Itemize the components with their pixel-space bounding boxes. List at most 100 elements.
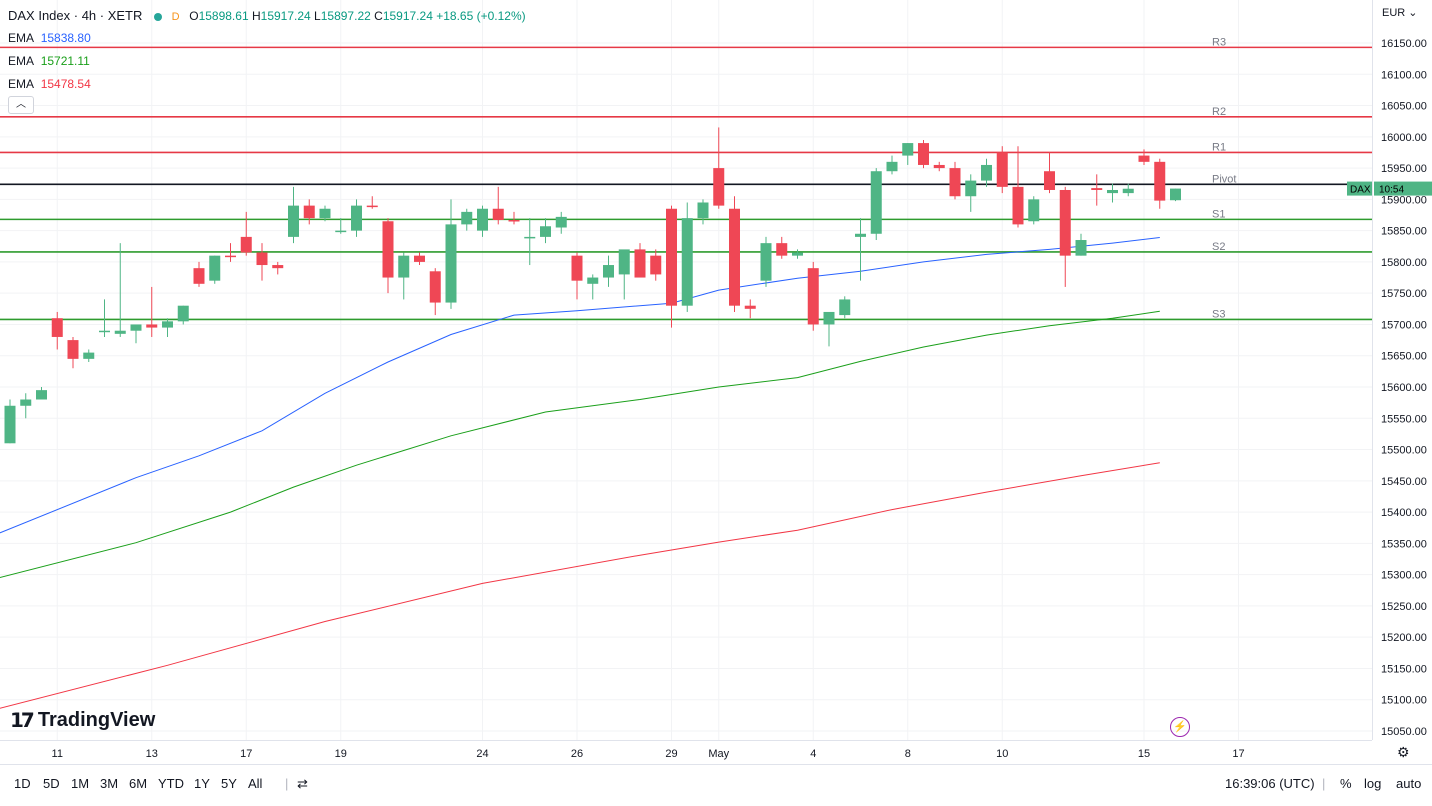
timeframe-ytd[interactable]: YTD [158,776,184,791]
candle-body [492,208,504,221]
tv-logo-icon: 𝟭𝟳 [10,710,35,732]
candle-body [67,340,79,359]
level-label-r1: R1 [1212,141,1226,153]
price-tick-label: 15450.00 [1381,476,1427,488]
price-tick-label: 15300.00 [1381,570,1427,582]
price-tick-label: 15500.00 [1381,445,1427,457]
toolbar-divider-right: | [1322,776,1326,791]
symbol-title[interactable]: DAX Index · 4h · XETR [8,8,143,23]
timeframe-1m[interactable]: 1M [71,776,90,791]
candle-body [1044,171,1055,190]
lightning-icon[interactable]: ⚡ [1170,717,1190,737]
candle-body [225,255,236,258]
candle-body [351,205,362,231]
tradingview-logo[interactable]: 𝟭𝟳 TradingView [10,708,155,733]
level-label-s3: S3 [1212,308,1225,320]
indicator-ema-3[interactable]: EMA 15478.54 [8,77,91,91]
chart-legend: DAX Index · 4h · XETR D O15898.61 H15917… [8,8,526,23]
price-tick-label: 15750.00 [1381,288,1427,300]
timeframe-5d[interactable]: 5D [43,776,60,791]
price-tick-label: 15150.00 [1381,663,1427,675]
candle-body [36,390,47,400]
chart-plot-area[interactable]: R3 R2 R1 Pivot S1 S2 S3 DAX [0,0,1372,740]
close-value: 15917.24 [382,9,433,23]
time-tick-label: 24 [476,748,488,760]
time-tick-label: 4 [810,748,816,760]
price-tick-label: 15050.00 [1381,726,1427,738]
candlestick-chart[interactable]: R3 R2 R1 Pivot S1 S2 S3 DAX [0,0,1372,740]
candle-body [524,236,536,239]
candle-body [587,277,599,284]
candle-body [823,311,835,325]
timeframe-all[interactable]: All [248,776,263,791]
open-value: 15898.61 [198,9,249,23]
high-value: 15917.24 [260,9,311,23]
collapse-legend-button[interactable]: ︿ [8,96,34,114]
candle-body [335,230,347,233]
time-axis[interactable]: 11 13 17 19 24 26 29 May 4 8 10 15 17 [0,740,1372,765]
candle-body [1107,189,1118,194]
candle-body [555,216,567,228]
chevron-up-icon: ︿ [16,99,26,110]
low-value: 15897.22 [320,9,371,23]
percent-toggle[interactable]: % [1340,776,1352,791]
time-tick-label: 8 [905,748,911,760]
candle-body [288,205,299,237]
price-tick-label: 15950.00 [1381,163,1427,175]
candle-body [20,399,32,406]
price-tick-label: 16050.00 [1381,101,1427,113]
brand-name: TradingView [37,709,156,731]
price-tag-countdown: 10:54 [1379,185,1404,196]
candle-body [729,208,740,306]
time-tick-label: 15 [1138,748,1150,760]
candle-body [4,405,16,444]
candle-body [193,268,205,284]
settings-icon[interactable]: ⚙ [1397,744,1410,760]
candle-body [366,205,378,208]
candle-body [666,208,677,306]
clock[interactable]: 16:39:06 (UTC) [1225,776,1315,791]
candle-body [414,255,425,262]
price-tick-label: 15550.00 [1381,413,1427,425]
time-tick-label: 10 [996,748,1008,760]
candle-body [209,255,221,281]
timeframe-6m[interactable]: 6M [129,776,148,791]
candle-body [162,321,173,328]
timeframe-5y[interactable]: 5Y [221,776,237,791]
candle-body [1012,186,1024,225]
price-tag-bg [1374,181,1432,196]
date-range-icon[interactable]: ⇄ [297,776,308,791]
candle-body [114,330,126,334]
price-tick-label: 15600.00 [1381,382,1427,394]
currency-selector[interactable]: EUR ⌄ [1382,6,1418,19]
ema-3-value: 15478.54 [40,77,91,91]
candle-body [1075,240,1087,256]
candle-body [792,252,803,256]
candle-body [477,208,488,231]
time-tick-label: 26 [571,748,583,760]
timeframe-1y[interactable]: 1Y [194,776,210,791]
candle-body [618,249,630,275]
candle-body [272,265,284,269]
timeframe-1d[interactable]: 1D [14,776,31,791]
candle-body [177,305,189,322]
indicator-ema-1[interactable]: EMA 15838.80 [8,31,91,45]
price-axis[interactable]: 15050.00 15100.00 15150.00 15200.00 15250.00… [1372,0,1432,740]
time-tick-label: 13 [146,748,158,760]
candle-body [429,271,441,303]
candle-body [996,152,1008,187]
ohlc-values: O15898.61 H15917.24 L15897.22 C15917.24 … [189,9,526,23]
currency-label[interactable]: EUR [1382,7,1406,19]
candle-body [1091,188,1103,190]
ema-2-value: 15721.11 [40,54,90,68]
timeframe-3m[interactable]: 3M [100,776,119,791]
candle-body [886,161,898,172]
candle-body [99,330,110,333]
indicator-ema-2[interactable]: EMA 15721.11 [8,54,90,68]
level-label-r3: R3 [1212,36,1226,48]
log-toggle[interactable]: log [1364,776,1382,791]
time-tick-label: 29 [665,748,677,760]
auto-toggle[interactable]: auto [1396,776,1422,791]
level-label-s2: S2 [1212,241,1225,253]
candle-body [713,168,725,206]
